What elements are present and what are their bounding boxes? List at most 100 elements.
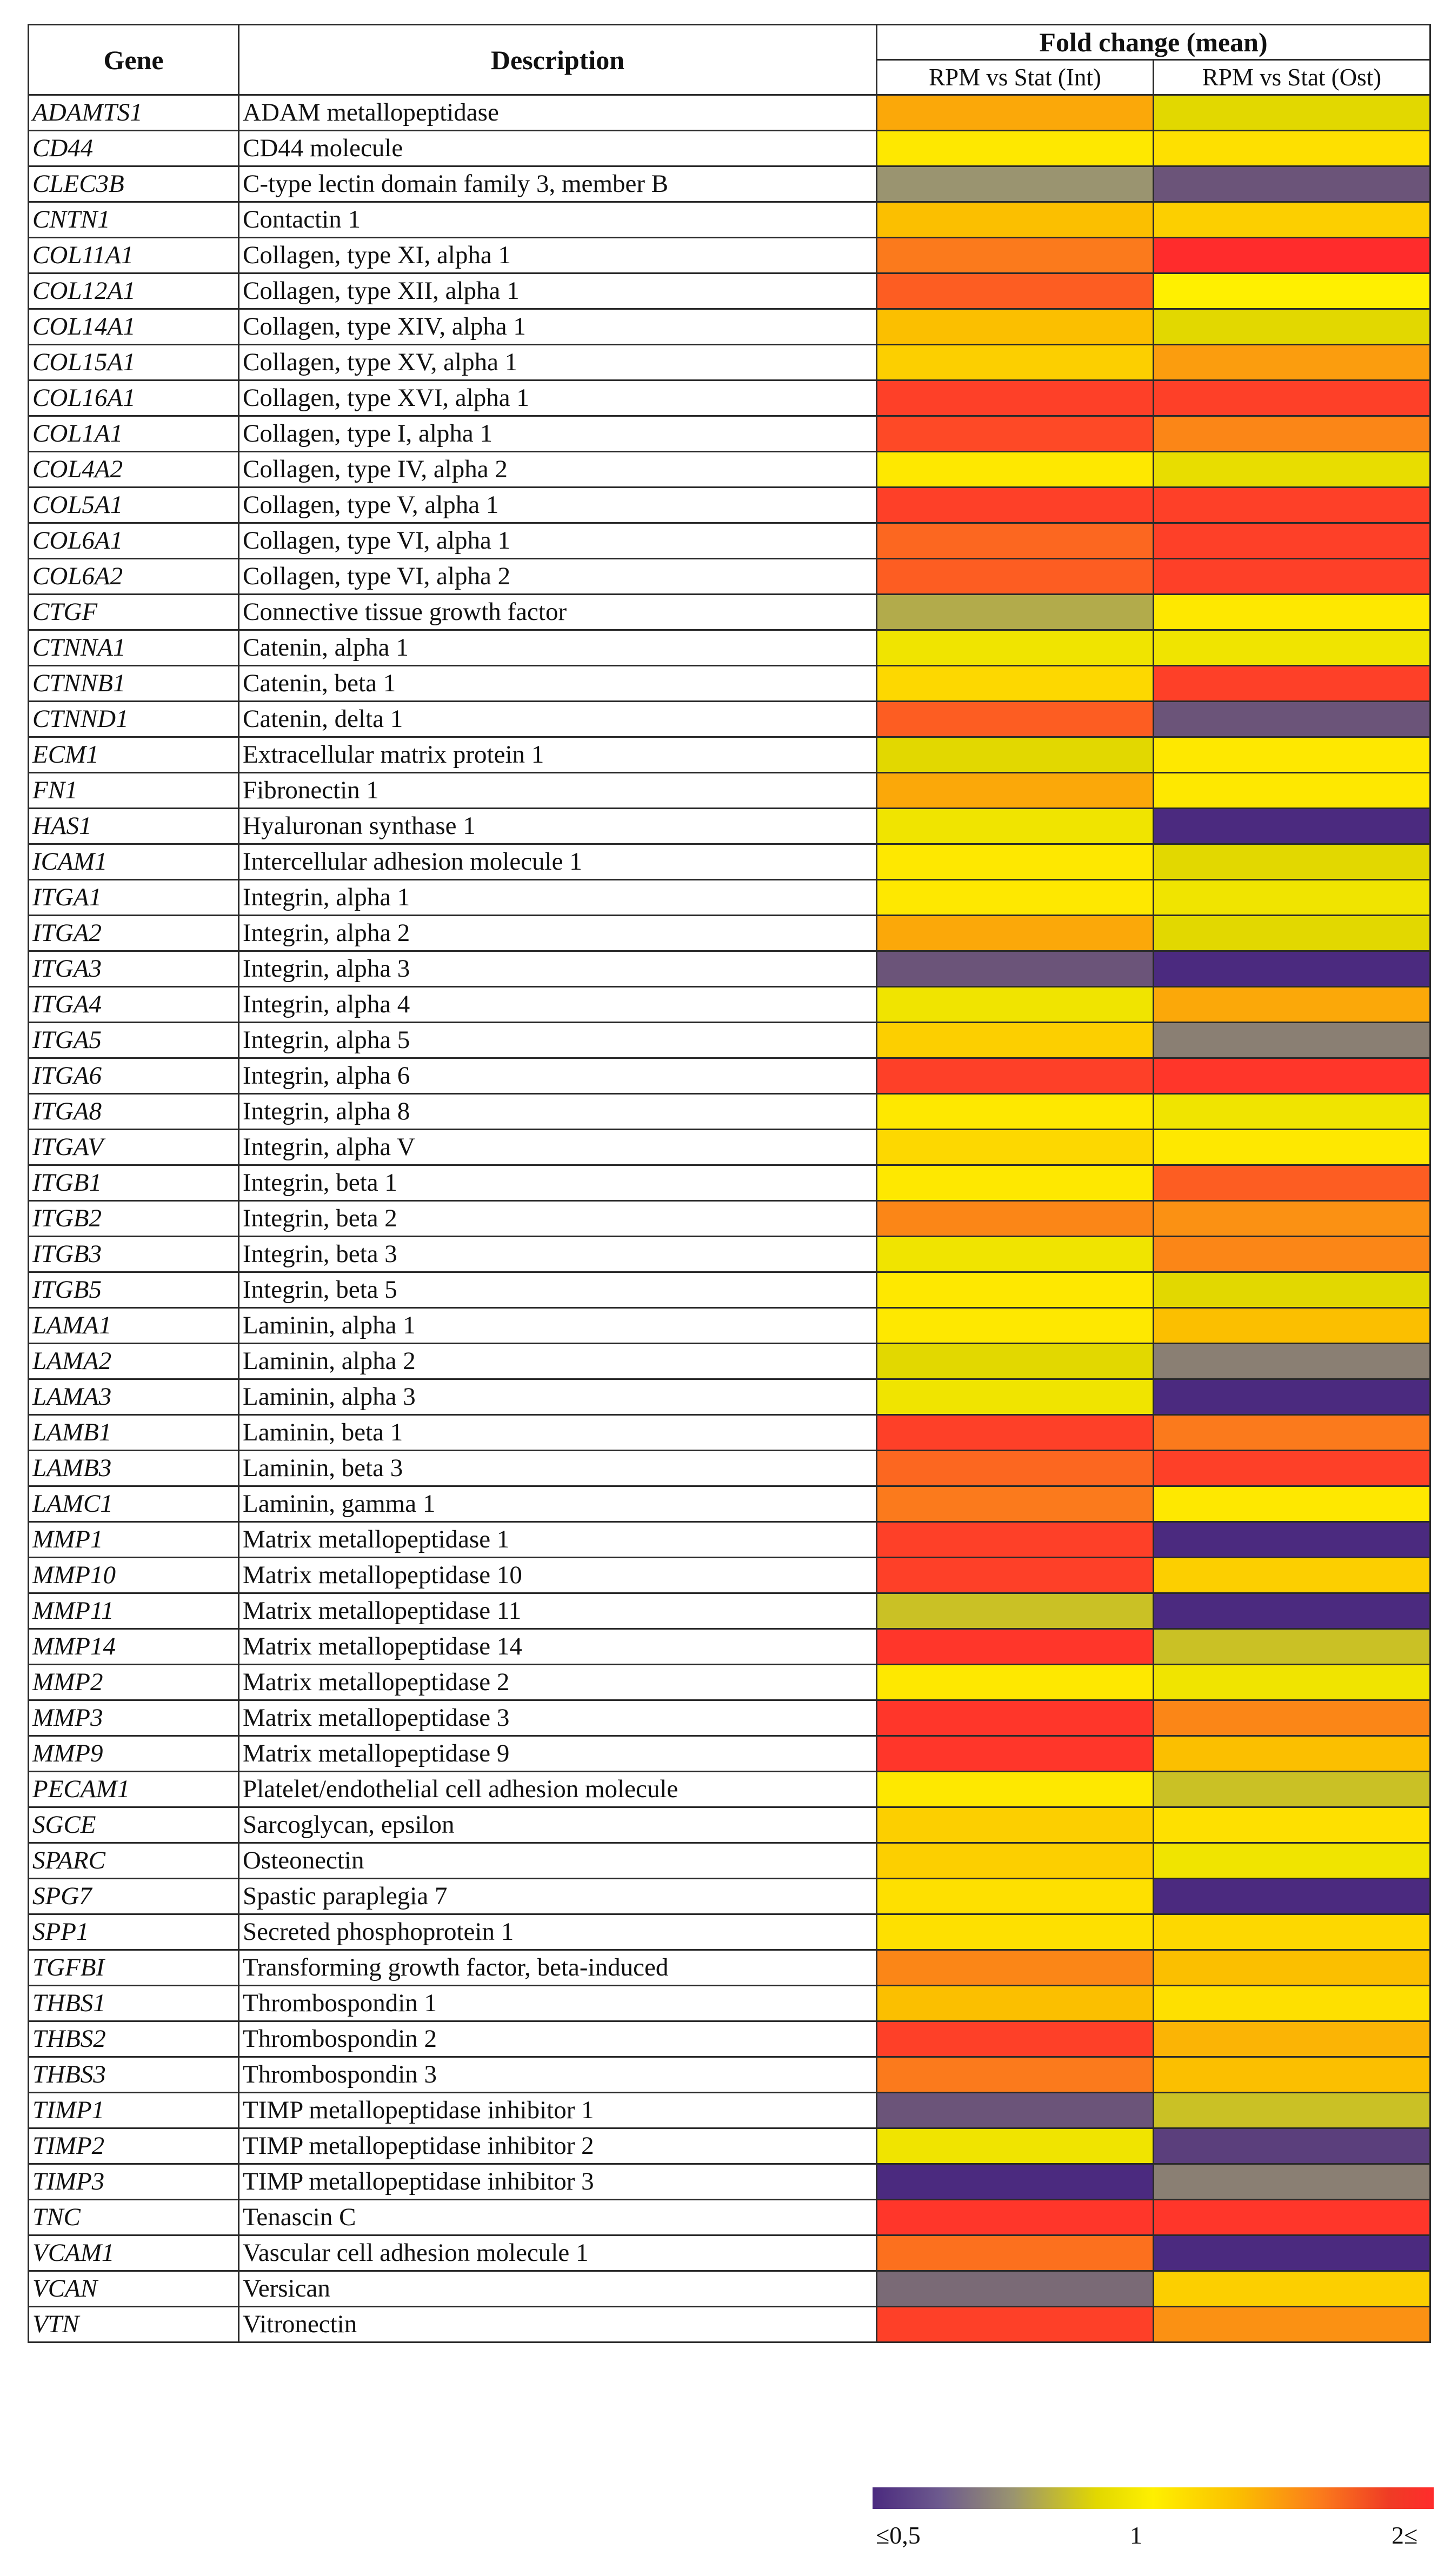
gene-cell: ITGA8	[28, 1093, 239, 1130]
description-cell: Sarcoglycan, epsilon	[238, 1806, 877, 1844]
heat-cell-int	[876, 1628, 1154, 1665]
description-cell: Collagen, type XIV, alpha 1	[238, 308, 877, 345]
description-cell: Thrombospondin 3	[238, 2056, 877, 2093]
table-row: COL4A2 Collagen, type IV, alpha 2	[28, 451, 1432, 488]
heat-cell-int	[876, 1343, 1154, 1380]
description-cell: Collagen, type VI, alpha 1	[238, 522, 877, 559]
heat-cell-int	[876, 879, 1154, 916]
heat-cell-ost	[1152, 1664, 1432, 1701]
gene-cell: COL1A1	[28, 415, 239, 452]
gene-cell: LAMB1	[28, 1414, 239, 1451]
table-row: ITGA4 Integrin, alpha 4	[28, 986, 1432, 1023]
gene-cell: CTNNB1	[28, 665, 239, 702]
color-scale-legend	[873, 2487, 1434, 2509]
legend-low-label: ≤0,5	[876, 2521, 921, 2549]
description-cell: TIMP metallopeptidase inhibitor 3	[238, 2163, 877, 2200]
table-row: TIMP3 TIMP metallopeptidase inhibitor 3	[28, 2163, 1432, 2200]
gene-cell: ICAM1	[28, 843, 239, 880]
description-cell: Collagen, type XV, alpha 1	[238, 344, 877, 381]
table-row: LAMB3 Laminin, beta 3	[28, 1450, 1432, 1487]
description-cell: Catenin, delta 1	[238, 700, 877, 738]
gene-cell: SPP1	[28, 1913, 239, 1951]
description-cell: Integrin, alpha 6	[238, 1057, 877, 1095]
table-row: ECM1 Extracellular matrix protein 1	[28, 736, 1432, 773]
description-cell: TIMP metallopeptidase inhibitor 1	[238, 2092, 877, 2129]
description-cell: Matrix metallopeptidase 1	[238, 1521, 877, 1558]
heat-cell-ost	[1152, 2020, 1432, 2058]
gene-cell: ITGA6	[28, 1057, 239, 1095]
description-cell: Osteonectin	[238, 1842, 877, 1879]
table-row: LAMB1 Laminin, beta 1	[28, 1414, 1432, 1451]
heat-cell-int	[876, 130, 1154, 167]
gene-cell: ITGB3	[28, 1236, 239, 1273]
gene-cell: MMP3	[28, 1699, 239, 1737]
heat-cell-int	[876, 772, 1154, 809]
heat-cell-ost	[1152, 665, 1432, 702]
heat-cell-int	[876, 1129, 1154, 1166]
heat-cell-ost	[1152, 843, 1432, 880]
gene-cell: TIMP1	[28, 2092, 239, 2129]
description-cell: Matrix metallopeptidase 3	[238, 1699, 877, 1737]
table-row: CNTN1 Contactin 1	[28, 201, 1432, 238]
table-row: COL5A1 Collagen, type V, alpha 1	[28, 486, 1432, 524]
heat-cell-ost	[1152, 558, 1432, 595]
gene-cell: COL6A1	[28, 522, 239, 559]
gene-cell: MMP10	[28, 1557, 239, 1594]
table-row: HAS1 Hyaluronan synthase 1	[28, 807, 1432, 845]
description-cell: CD44 molecule	[238, 130, 877, 167]
heat-cell-ost	[1152, 736, 1432, 773]
heat-cell-ost	[1152, 986, 1432, 1023]
heat-cell-ost	[1152, 629, 1432, 666]
description-cell: Collagen, type XVI, alpha 1	[238, 379, 877, 417]
description-cell: Fibronectin 1	[238, 772, 877, 809]
heat-cell-ost	[1152, 1913, 1432, 1951]
table-row: ITGA5 Integrin, alpha 5	[28, 1022, 1432, 1059]
heat-cell-int	[876, 2020, 1154, 2058]
gene-cell: TNC	[28, 2199, 239, 2236]
heat-cell-int	[876, 1022, 1154, 1059]
heat-cell-int	[876, 1485, 1154, 1523]
heat-cell-int	[876, 201, 1154, 238]
heat-cell-int	[876, 665, 1154, 702]
heat-cell-ost	[1152, 1485, 1432, 1523]
description-cell: Laminin, alpha 1	[238, 1307, 877, 1344]
description-cell: Matrix metallopeptidase 10	[238, 1557, 877, 1594]
table-row: COL15A1 Collagen, type XV, alpha 1	[28, 344, 1432, 381]
gene-cell: CTNND1	[28, 700, 239, 738]
heat-cell-int	[876, 1450, 1154, 1487]
table-row: SGCE Sarcoglycan, epsilon	[28, 1806, 1432, 1844]
table-row: LAMA1 Laminin, alpha 1	[28, 1307, 1432, 1344]
heat-cell-int	[876, 1806, 1154, 1844]
gene-cell: LAMB3	[28, 1450, 239, 1487]
table-row: TIMP1 TIMP metallopeptidase inhibitor 1	[28, 2092, 1432, 2129]
heat-cell-ost	[1152, 522, 1432, 559]
table-row: ADAMTS1 ADAM metallopeptidase	[28, 94, 1432, 131]
heat-cell-int	[876, 1699, 1154, 1737]
heat-cell-ost	[1152, 272, 1432, 310]
description-cell: Integrin, beta 1	[238, 1164, 877, 1202]
heat-cell-ost	[1152, 915, 1432, 952]
table-row: VCAN Versican	[28, 2270, 1432, 2307]
heat-cell-ost	[1152, 308, 1432, 345]
table-row: CTNNB1 Catenin, beta 1	[28, 665, 1432, 702]
heat-cell-ost	[1152, 415, 1432, 452]
heat-cell-ost	[1152, 1806, 1432, 1844]
heat-cell-int	[876, 950, 1154, 987]
heat-cell-ost	[1152, 950, 1432, 987]
gene-cell: ECM1	[28, 736, 239, 773]
heatmap-table: Gene Description Fold change (mean) RPM …	[28, 24, 1432, 2343]
heat-cell-ost	[1152, 130, 1432, 167]
table-row: ITGB3 Integrin, beta 3	[28, 1236, 1432, 1273]
gene-cell: CTNNA1	[28, 629, 239, 666]
gene-cell: COL5A1	[28, 486, 239, 524]
heat-cell-ost	[1152, 1878, 1432, 1915]
heat-cell-int	[876, 1057, 1154, 1095]
gene-header: Gene	[28, 24, 239, 96]
table-row: COL1A1 Collagen, type I, alpha 1	[28, 415, 1432, 452]
ost-column-header: RPM vs Stat (Ost)	[1152, 59, 1432, 96]
description-cell: Matrix metallopeptidase 11	[238, 1592, 877, 1630]
heat-cell-int	[876, 1878, 1154, 1915]
description-cell: Intercellular adhesion molecule 1	[238, 843, 877, 880]
heat-cell-ost	[1152, 451, 1432, 488]
table-row: VTN Vitronectin	[28, 2306, 1432, 2343]
